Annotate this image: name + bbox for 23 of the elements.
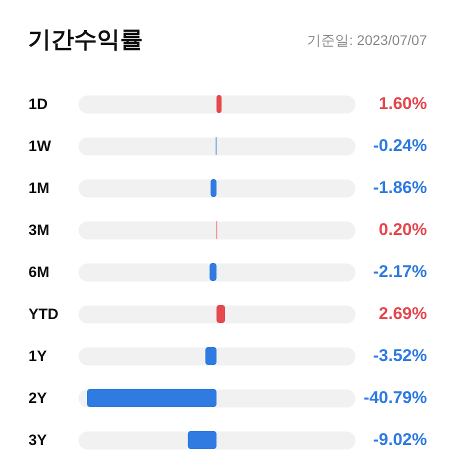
data-label: -3.52%: [373, 346, 427, 365]
bar: [205, 346, 216, 366]
y-tick-label: 1D: [28, 96, 48, 113]
bar: [188, 430, 216, 450]
y-tick-label: 6M: [28, 264, 50, 281]
y-tick-label: 1W: [28, 138, 52, 155]
y-tick-label: 3Y: [28, 432, 47, 449]
data-label: 2.69%: [378, 304, 427, 323]
y-tick-label: 1M: [28, 180, 50, 197]
data-label: -40.79%: [364, 388, 427, 407]
y-tick-label: 2Y: [28, 390, 47, 407]
data-label: -1.86%: [373, 178, 427, 197]
y-tick-label: 3M: [28, 222, 50, 239]
data-label: 1.60%: [378, 94, 427, 113]
text: 기준일: 2023/07/07: [307, 32, 427, 50]
data-label: -0.24%: [373, 136, 427, 155]
data-label: -9.02%: [373, 430, 427, 449]
y-tick-label: 1Y: [28, 348, 47, 365]
bar: [216, 304, 226, 324]
data-label: 0.20%: [378, 220, 427, 239]
y-tick-label: YTD: [28, 306, 59, 323]
chart-title: 기간수익률: [28, 25, 143, 54]
data-label: -2.17%: [373, 262, 427, 281]
